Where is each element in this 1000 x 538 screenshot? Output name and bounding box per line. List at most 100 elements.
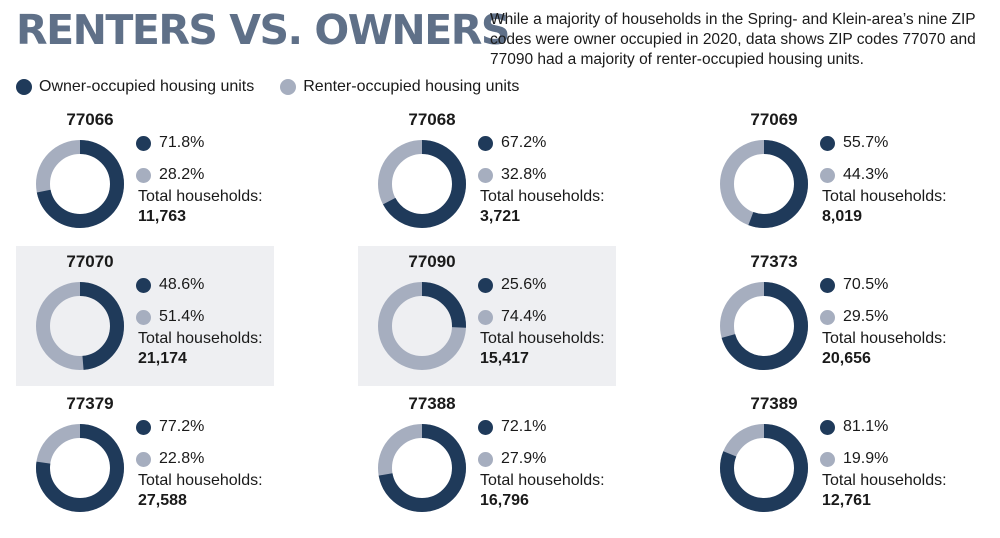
- total-households-label: Total households:: [822, 472, 947, 489]
- zip-code-label: 77066: [66, 110, 114, 129]
- renter-stat: 32.8%: [478, 166, 546, 184]
- donut-chart: [378, 424, 466, 512]
- owner-percent: 72.1%: [501, 418, 547, 435]
- legend-label-owner: Owner-occupied housing units: [39, 78, 255, 95]
- owner-percent: 67.2%: [501, 134, 547, 151]
- renter-dot: [820, 451, 835, 467]
- total-households-label: Total households:: [480, 188, 605, 205]
- donut-chart: [378, 282, 466, 370]
- owner-dot: [820, 419, 835, 435]
- owner-stat: 71.8%: [136, 134, 204, 152]
- zip-cell-77379: 77379 77.2% 22.8% Total households: 27,588: [16, 388, 274, 528]
- owner-dot: [136, 277, 151, 293]
- owner-percent: 77.2%: [159, 418, 205, 435]
- chart-subtitle: While a majority of households in the Sp…: [490, 11, 976, 68]
- legend-label-renter: Renter-occupied housing units: [303, 78, 520, 95]
- zip-code-label: 77373: [750, 252, 798, 271]
- renter-stat: 51.4%: [136, 308, 204, 326]
- owner-stat: 67.2%: [478, 134, 546, 152]
- zip-cell-77069: 77069 55.7% 44.3% Total households: 8,019: [700, 104, 958, 244]
- total-households-value: 15,417: [480, 350, 529, 367]
- total-households-label: Total households:: [822, 188, 947, 205]
- renter-percent: 19.9%: [843, 450, 889, 467]
- renter-percent: 44.3%: [843, 166, 889, 183]
- renter-dot: [136, 309, 151, 325]
- total-households-value: 16,796: [480, 492, 529, 509]
- total-households-label: Total households:: [480, 472, 605, 489]
- donut-chart: [720, 140, 808, 228]
- legend-dot-owner: [16, 79, 32, 95]
- renter-percent: 28.2%: [159, 166, 205, 183]
- total-households-value: 21,174: [138, 350, 187, 367]
- donut-chart: [36, 140, 124, 228]
- total-households-value: 8,019: [822, 208, 863, 225]
- zip-cell-77373: 77373 70.5% 29.5% Total households: 20,656: [700, 246, 958, 386]
- owner-slice: [720, 282, 808, 370]
- renter-stat: 27.9%: [478, 450, 546, 468]
- renter-dot: [136, 167, 151, 183]
- zip-code-label: 77389: [750, 394, 798, 413]
- renter-stat: 22.8%: [136, 450, 204, 468]
- owner-slice: [36, 282, 124, 370]
- renter-stat: 29.5%: [820, 308, 888, 326]
- owner-slice: [36, 424, 124, 512]
- total-households-value: 11,763: [138, 208, 187, 225]
- zip-cell-77068: 77068 67.2% 32.8% Total households: 3,721: [358, 104, 616, 244]
- owner-stat: 25.6%: [478, 276, 546, 294]
- owner-stat: 77.2%: [136, 418, 204, 436]
- renter-dot: [478, 451, 493, 467]
- zip-code-label: 77090: [408, 252, 456, 271]
- donut-chart: [36, 282, 124, 370]
- total-households-value: 20,656: [822, 350, 871, 367]
- chart-title: RENTERS VS. OWNERS: [16, 6, 510, 54]
- renter-dot: [820, 309, 835, 325]
- owner-dot: [136, 135, 151, 151]
- donut-chart: [720, 282, 808, 370]
- owner-percent: 70.5%: [843, 276, 889, 293]
- total-households-label: Total households:: [822, 330, 947, 347]
- total-households-label: Total households:: [138, 472, 263, 489]
- owner-stat: 70.5%: [820, 276, 888, 294]
- donut-chart: [378, 140, 466, 228]
- donut-chart: [36, 424, 124, 512]
- renter-stat: 19.9%: [820, 450, 888, 468]
- zip-cell-77388: 77388 72.1% 27.9% Total households: 16,796: [358, 388, 616, 528]
- renter-percent: 22.8%: [159, 450, 205, 467]
- legend-item-owner: Owner-occupied housing units: [16, 78, 254, 96]
- legend: Owner-occupied housing units Renter-occu…: [16, 76, 545, 98]
- renter-stat: 28.2%: [136, 166, 204, 184]
- renter-percent: 74.4%: [501, 308, 547, 325]
- renter-percent: 51.4%: [159, 308, 205, 325]
- legend-item-renter: Renter-occupied housing units: [280, 78, 519, 96]
- total-households-label: Total households:: [480, 330, 605, 347]
- owner-stat: 55.7%: [820, 134, 888, 152]
- owner-slice: [378, 424, 466, 512]
- owner-stat: 81.1%: [820, 418, 888, 436]
- total-households-value: 27,588: [138, 492, 187, 509]
- legend-dot-renter: [280, 79, 297, 95]
- renter-percent: 29.5%: [843, 308, 889, 325]
- renter-dot: [478, 167, 493, 183]
- owner-percent: 71.8%: [159, 134, 205, 151]
- owner-stat: 72.1%: [478, 418, 546, 436]
- zip-code-label: 77069: [750, 110, 798, 129]
- owner-slice: [378, 140, 466, 228]
- total-households-label: Total households:: [138, 188, 263, 205]
- owner-percent: 25.6%: [501, 276, 547, 293]
- renter-stat: 44.3%: [820, 166, 888, 184]
- owner-dot: [478, 419, 493, 435]
- owner-slice: [720, 424, 808, 512]
- zip-cell-77389: 77389 81.1% 19.9% Total households: 12,761: [700, 388, 958, 528]
- zip-cell-77070: 77070 48.6% 51.4% Total households: 21,174: [16, 246, 274, 386]
- zip-cell-77066: 77066 71.8% 28.2% Total households: 11,763: [16, 104, 274, 244]
- zip-code-label: 77379: [66, 394, 114, 413]
- total-households-value: 3,721: [480, 208, 521, 225]
- renter-percent: 32.8%: [501, 166, 547, 183]
- owner-dot: [478, 277, 493, 293]
- owner-dot: [136, 419, 151, 435]
- renter-dot: [478, 309, 493, 325]
- owner-stat: 48.6%: [136, 276, 204, 294]
- owner-slice: [378, 282, 466, 370]
- owner-slice: [720, 140, 808, 228]
- renter-percent: 27.9%: [501, 450, 547, 467]
